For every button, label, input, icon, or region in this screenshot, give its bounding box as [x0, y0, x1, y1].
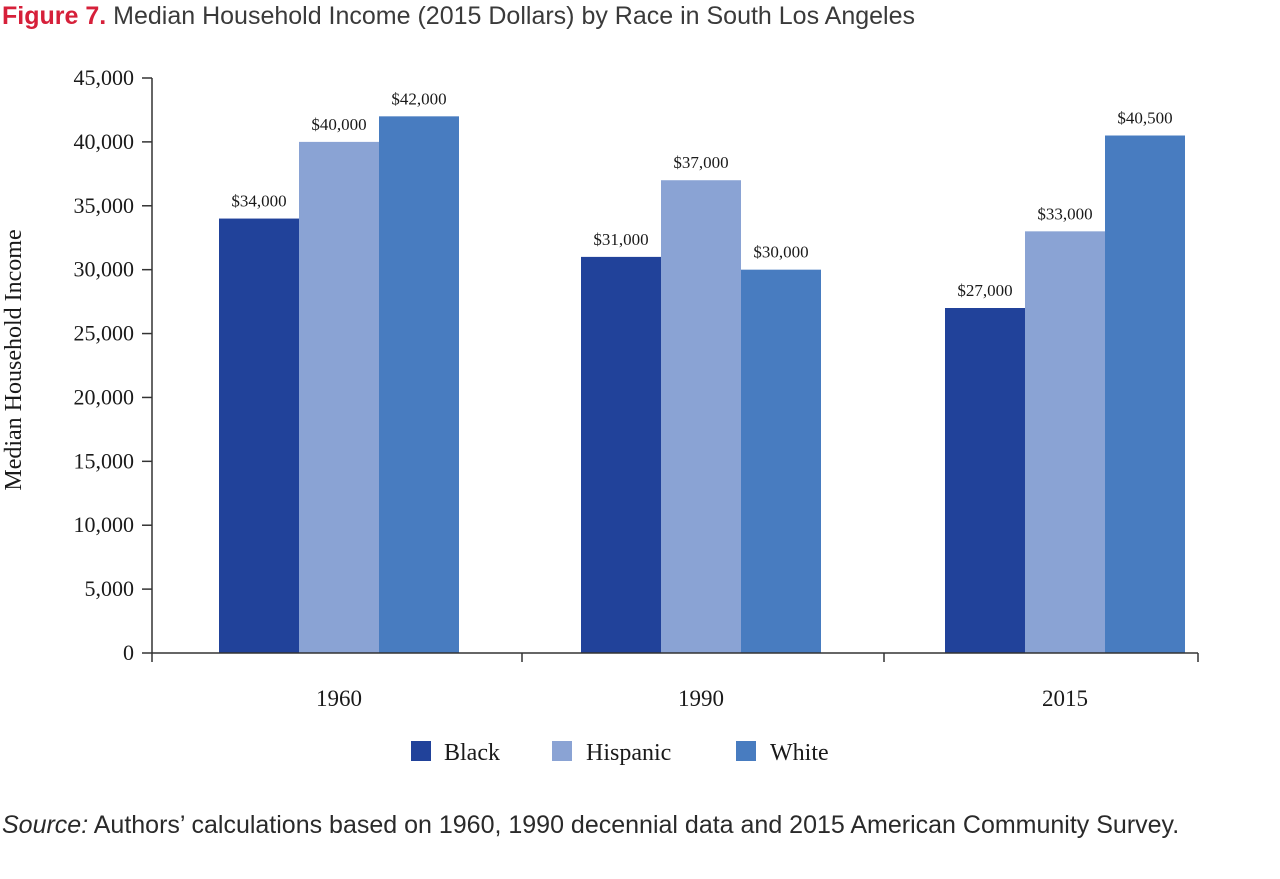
legend-swatch-black — [411, 741, 431, 761]
bar-hispanic-2015 — [1025, 231, 1105, 654]
y-axis-title: Median Household Income — [1, 229, 27, 490]
x-category-label: 1990 — [678, 686, 724, 711]
bar-hispanic-1990 — [661, 180, 741, 653]
bar-value-label: $42,000 — [391, 89, 446, 108]
x-category-label: 1960 — [316, 686, 362, 711]
source-text: Authors’ calculations based on 1960, 199… — [93, 811, 1180, 839]
source-label: Source: — [2, 811, 89, 839]
legend-label-white: White — [770, 740, 829, 766]
legend-swatch-white — [736, 741, 756, 761]
y-tick-label: 20,000 — [74, 384, 135, 409]
bar-value-label: $40,500 — [1117, 109, 1172, 128]
figure-title: Figure 7. Median Household Income (2015 … — [2, 0, 915, 36]
bar-white-1990 — [741, 269, 821, 653]
bar-black-1990 — [581, 256, 661, 653]
y-tick-label: 45,000 — [74, 65, 135, 90]
legend-label-hispanic: Hispanic — [586, 740, 671, 766]
bar-chart: $34,000 $40,000 $42,000 $31,000 $37,000 $30,0… — [1, 65, 1199, 766]
bar-hispanic-1960 — [299, 141, 379, 653]
bar-white-2015 — [1105, 135, 1185, 653]
axes-layer: 0 5,000 10,000 15,000 20,000 25,000 30,000 35,0… — [74, 65, 1199, 711]
bar-black-2015 — [945, 308, 1025, 653]
legend-label-black: Black — [444, 740, 500, 766]
y-tick-label: 25,000 — [74, 321, 135, 346]
bar-value-label: $37,000 — [673, 153, 728, 172]
bar-value-label: $34,000 — [231, 192, 286, 211]
figure-title-text: Median Household Income (2015 Dollars) b… — [113, 2, 915, 30]
bar-labels-layer: $34,000 $40,000 $42,000 $31,000 $37,000 $30,0… — [231, 89, 1172, 300]
bar-white-1960 — [379, 116, 459, 654]
bar-value-label: $30,000 — [753, 243, 808, 262]
bar-value-label: $31,000 — [593, 230, 648, 249]
bar-black-1960 — [219, 218, 299, 654]
bars-layer — [219, 116, 1185, 654]
legend-swatch-hispanic — [552, 741, 572, 761]
bar-value-label: $40,000 — [311, 115, 366, 134]
y-tick-label: 40,000 — [74, 129, 135, 154]
y-tick-label: 15,000 — [74, 448, 135, 473]
y-tick-label: 0 — [123, 640, 134, 665]
figure-label: Figure 7. — [2, 2, 107, 30]
bar-value-label: $33,000 — [1037, 204, 1092, 223]
y-tick-label: 5,000 — [85, 576, 135, 601]
y-tick-label: 30,000 — [74, 257, 135, 282]
x-category-label: 2015 — [1042, 686, 1088, 711]
source-note: Source: Authors’ calculations based on 1… — [2, 806, 1278, 844]
y-tick-label: 10,000 — [74, 512, 135, 537]
bar-value-label: $27,000 — [957, 281, 1012, 300]
y-tick-label: 35,000 — [74, 193, 135, 218]
legend: Black Hispanic White — [411, 740, 829, 766]
